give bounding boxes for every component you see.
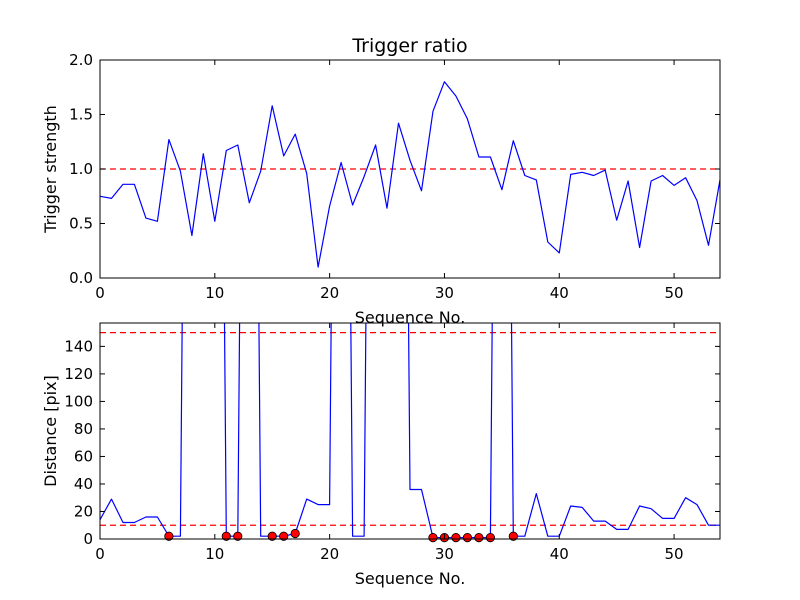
data-point-6 (428, 533, 438, 543)
x-tick-label: 50 (665, 545, 684, 563)
x-tick-label: 0 (95, 545, 105, 563)
y-tick-label: 60 (74, 447, 93, 465)
x-tick-label: 40 (550, 545, 569, 563)
y-tick-label: 1.0 (69, 160, 93, 178)
y-tick-label: 1.5 (69, 106, 93, 124)
y-tick-label: 40 (74, 475, 93, 493)
y-tick-label: 0 (83, 530, 93, 548)
y-tick-label: 0.0 (69, 269, 93, 287)
y-tick-label: 0.5 (69, 215, 93, 233)
data-point-5 (290, 528, 300, 539)
data-point-0 (164, 531, 174, 541)
data-point-12 (508, 531, 518, 541)
x-tick-label: 30 (435, 545, 454, 563)
data-point-8 (451, 533, 461, 543)
x-tick-label: 10 (205, 545, 224, 563)
x-tick-label: 50 (665, 284, 684, 302)
y-axis-label: Trigger strength (41, 105, 60, 234)
x-tick-label: 10 (205, 284, 224, 302)
y-tick-label: 20 (74, 502, 93, 520)
x-tick-label: 20 (320, 284, 339, 302)
distance-chart: 0 10 20 30 40 50 0 20 40 60 80 100 120 140 Sequence No… (41, 322, 721, 588)
data-point-4 (279, 531, 289, 541)
data-point-11 (485, 533, 495, 543)
y-tick-label: 100 (64, 392, 93, 410)
chart-title: Trigger ratio (351, 35, 467, 57)
x-tick-label: 30 (435, 284, 454, 302)
data-point-3 (267, 531, 277, 541)
y-tick-label: 80 (74, 420, 93, 438)
x-axis-label: Sequence No. (355, 569, 466, 588)
axes-frame (99, 322, 721, 540)
x-tick-label: 20 (320, 545, 339, 563)
y-tick-label: 140 (64, 337, 93, 355)
y-tick-label: 2.0 (69, 51, 93, 69)
series-line-0 (100, 323, 720, 539)
trigger-ratio-chart: 0 10 20 30 40 50 0.0 0.5 1.0 1.5 2.0 Sequence No. Tr… (41, 35, 721, 327)
y-tick-label: 120 (64, 365, 93, 383)
data-point-9 (462, 533, 473, 543)
x-tick-label: 40 (550, 284, 569, 302)
data-point-10 (474, 533, 484, 543)
y-axis-label: Distance [pix] (41, 375, 60, 487)
plot-area (100, 323, 720, 539)
x-axis-label: Sequence No. (355, 308, 466, 327)
x-tick-label: 0 (95, 284, 105, 302)
series-line-0 (100, 81, 720, 268)
plot-area (100, 81, 720, 268)
data-point-2 (233, 531, 243, 541)
data-point-1 (221, 531, 231, 541)
